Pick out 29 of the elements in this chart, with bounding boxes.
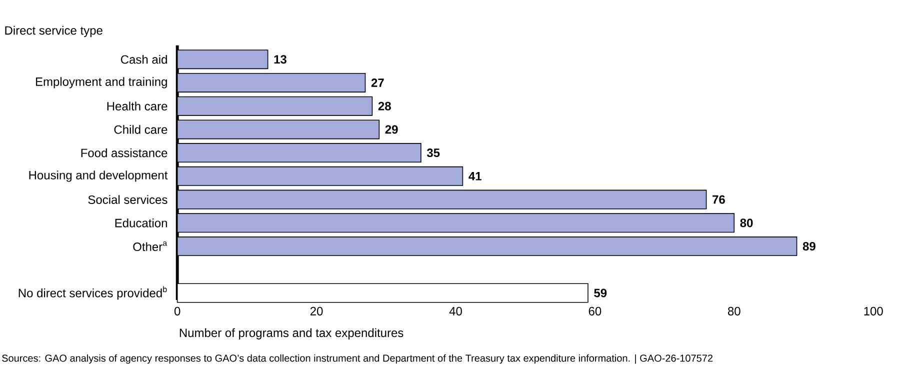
y-tick-label: Food assistance (81, 148, 168, 158)
y-tick-label: Education (115, 218, 167, 228)
y-tick-label: Health care (107, 102, 168, 110)
x-tick-label: 40 (449, 306, 462, 316)
data-label: 35 (426, 148, 440, 158)
x-axis-title: Number of programs and tax expenditures (180, 328, 404, 340)
y-tick-label: Other$^{a}$ (133, 242, 168, 252)
y-tick-label: Social services (88, 195, 168, 204)
y-tick-label: Child care (114, 125, 168, 134)
data-label: 76 (712, 195, 725, 204)
source-note: Sources: GAO analysis of agency responses to GAO’s data collection instrument and Department of the Treasury tax expenditure information. | GAO-26-107572 (2, 354, 712, 364)
data-label: 80 (740, 218, 753, 228)
y-tick-label: No direct services provided$^{b}$ (18, 286, 167, 300)
x-tick-label: 20 (310, 306, 323, 316)
x-tick-label: 0 (174, 306, 180, 316)
x-tick-label: 100 (864, 306, 883, 316)
data-label: 89 (802, 242, 816, 251)
data-label: 27 (371, 78, 384, 87)
y-tick-label: Housing and development (29, 170, 168, 182)
data-label: 29 (385, 125, 398, 134)
y-tick-label: Cash aid (120, 54, 167, 64)
x-tick-label: 80 (728, 306, 740, 316)
data-label: 41 (468, 172, 482, 180)
y-tick-label: Employment and training (36, 77, 167, 88)
x-tick-label: 60 (588, 306, 602, 316)
y-axis-title: Direct service type (5, 26, 102, 38)
data-label: 13 (274, 55, 286, 64)
data-label: 59 (594, 288, 607, 298)
data-label: 28 (378, 102, 391, 110)
